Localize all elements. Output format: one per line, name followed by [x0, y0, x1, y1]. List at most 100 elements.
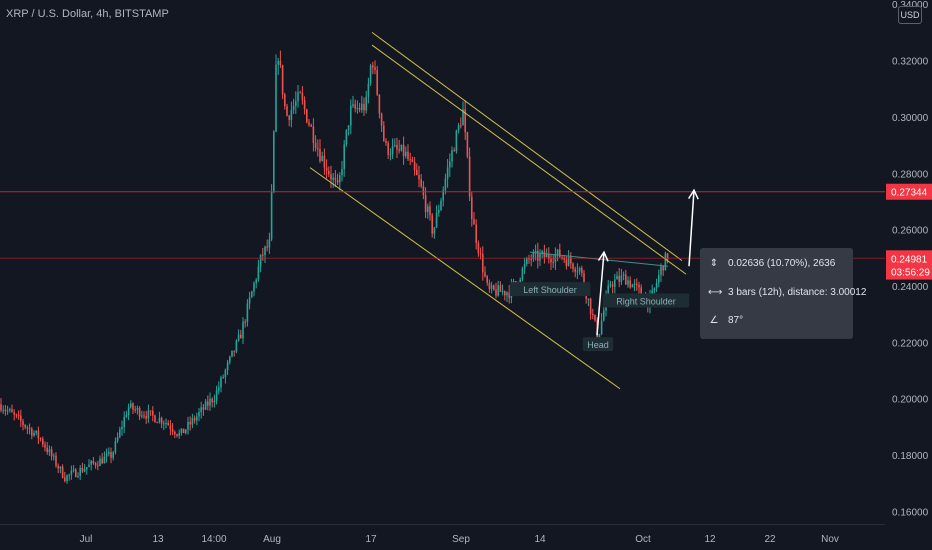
x-tick-6: 14: [534, 534, 546, 545]
candle-body: [565, 259, 568, 267]
candle-body: [39, 438, 42, 440]
candle-body: [499, 285, 502, 292]
candle-body: [622, 274, 625, 276]
candle-body: [464, 109, 466, 133]
candle-body: [257, 266, 260, 280]
candle-body: [508, 292, 510, 298]
candle-body: [572, 263, 574, 269]
candle-body: [614, 279, 616, 287]
candle-body: [400, 144, 403, 151]
candle-body: [99, 458, 101, 466]
candle-body: [600, 320, 603, 335]
candle-body: [240, 334, 242, 339]
candle-body: [394, 144, 396, 147]
candle-body: [391, 146, 394, 155]
candle-body: [611, 284, 614, 287]
candle-body: [200, 407, 202, 413]
candle-body: [350, 105, 352, 126]
candle-body: [501, 291, 504, 293]
candle-body: [532, 252, 535, 259]
candle-body: [0, 404, 2, 411]
candle-body: [37, 430, 40, 439]
candle-body: [411, 159, 414, 162]
candle-body: [442, 190, 444, 201]
candle-body: [383, 125, 385, 141]
candle-body: [149, 410, 152, 412]
candle-body: [253, 283, 255, 292]
candle-body: [204, 401, 207, 410]
candle-body: [303, 100, 306, 110]
candle-body: [618, 275, 620, 282]
candle-body: [389, 154, 392, 156]
candle-body: [616, 275, 618, 280]
candle-body: [213, 400, 216, 403]
candle-body: [625, 274, 627, 285]
candle-body: [339, 175, 341, 183]
y-tick-7: 0.30000: [892, 113, 929, 124]
candle-body: [561, 256, 563, 258]
candle-body: [356, 108, 359, 110]
candle-body: [438, 210, 440, 213]
candle-body: [268, 239, 271, 248]
candle-body: [559, 249, 561, 257]
candle-body: [81, 467, 84, 472]
candle-body: [429, 206, 431, 216]
candle-body: [369, 65, 372, 84]
tooltip-angle: 87°: [728, 315, 744, 326]
y-tick-9: 0.34000: [892, 0, 929, 11]
candle-body: [416, 169, 418, 176]
candle-body: [345, 129, 348, 145]
candle-body: [479, 253, 482, 255]
candle-body: [662, 266, 664, 271]
candle-body: [519, 279, 521, 284]
candle-body: [367, 83, 370, 97]
candle-body: [246, 303, 249, 322]
candle-body: [178, 433, 180, 436]
x-tick-1: 13: [152, 534, 164, 545]
candle-body: [191, 418, 194, 425]
y-tick-4: 0.24000: [892, 282, 929, 293]
candle-body: [273, 131, 275, 192]
candle-body: [2, 410, 4, 412]
tooltip-bars-row: ⟷ 3 bars (12h), distance: 3.00012: [708, 287, 866, 298]
candle-body: [110, 452, 112, 458]
candle-body: [105, 453, 108, 457]
candle-body: [189, 421, 191, 425]
candle-body: [141, 415, 143, 417]
candle-body: [352, 104, 354, 106]
candle-body: [193, 418, 196, 421]
y-tick-1: 0.18000: [892, 451, 929, 462]
candle-body: [9, 409, 11, 411]
candle-body: [202, 407, 205, 410]
candle-body: [127, 407, 130, 416]
candle-body: [341, 169, 343, 176]
candle-body: [433, 227, 436, 234]
candle-body: [578, 267, 581, 272]
candle-body: [629, 280, 631, 288]
channel-line-0: [371, 31, 683, 261]
x-tick-10: Nov: [821, 534, 839, 545]
candle-body: [407, 151, 409, 160]
annotation-box-1: [582, 337, 614, 352]
candle-body: [598, 334, 601, 338]
candle-body: [68, 474, 70, 476]
candle-body: [374, 67, 376, 71]
candle-body: [328, 170, 330, 175]
candle-body: [70, 470, 73, 475]
candle-body: [198, 412, 200, 417]
candle-body: [482, 254, 484, 273]
candle-body: [275, 64, 277, 132]
candle-body: [6, 410, 9, 412]
currency-button[interactable]: USD: [898, 6, 922, 24]
candle-body: [539, 253, 541, 261]
candle-body: [112, 452, 114, 458]
candle-body: [475, 224, 477, 243]
candle-body: [655, 283, 658, 288]
candle-body: [534, 250, 537, 253]
annotation-box-0: [509, 282, 591, 297]
candle-body: [488, 282, 491, 290]
candle-body: [299, 92, 301, 94]
candle-body: [664, 253, 667, 271]
candle-body: [460, 125, 462, 127]
candle-body: [180, 428, 183, 434]
